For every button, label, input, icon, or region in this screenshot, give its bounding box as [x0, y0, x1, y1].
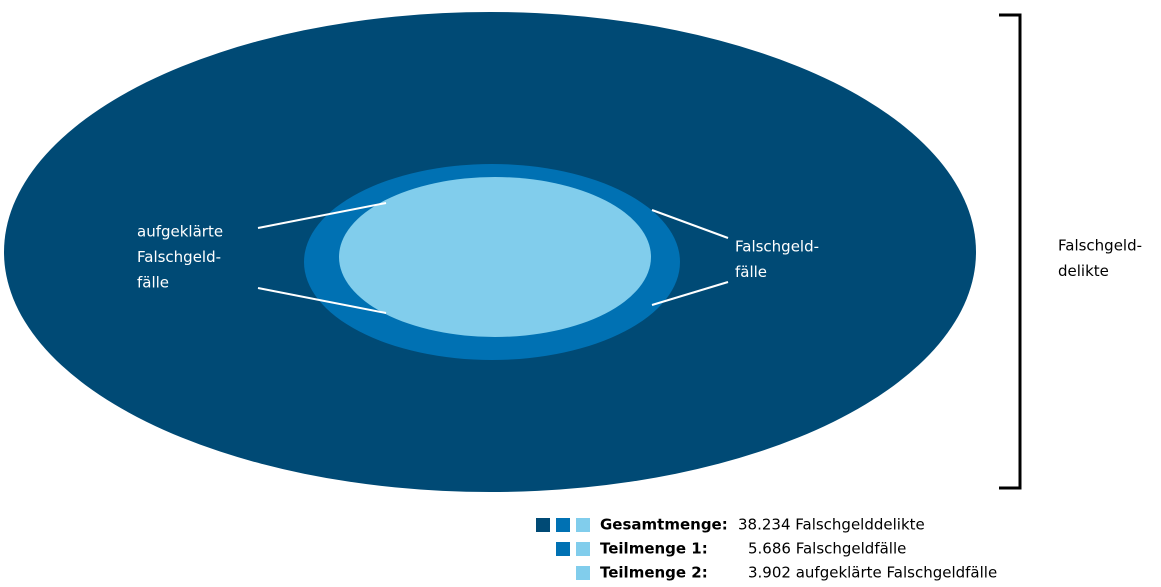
legend-swatch — [556, 542, 570, 556]
legend-swatch — [576, 518, 590, 532]
label-line: Falschgeld- — [735, 238, 819, 256]
legend-label: Teilmenge 2: — [600, 564, 708, 582]
legend-swatch — [536, 518, 550, 532]
legend-text: 3.902 aufgeklärte Falschgeldfälle — [748, 564, 997, 582]
legend-label: Teilmenge 1: — [600, 540, 708, 558]
label-line: fälle — [137, 274, 169, 292]
legend-label: Gesamtmenge: — [600, 516, 728, 534]
legend-text: 5.686 Falschgeldfälle — [748, 540, 906, 558]
label-line: Falschgeld- — [137, 248, 221, 266]
inner-ellipse — [339, 177, 651, 337]
legend-swatch — [576, 542, 590, 556]
legend-swatch — [576, 566, 590, 580]
bracket — [999, 13, 1022, 490]
legend-swatch — [556, 518, 570, 532]
label-line: aufgeklärte — [137, 223, 223, 241]
legend: Gesamtmenge: 38.234 Falschgelddelikte Teil… — [536, 516, 997, 582]
label-line: delikte — [1058, 262, 1109, 280]
leader-lines — [257, 202, 729, 314]
legend-text: 38.234 Falschgelddelikte — [738, 516, 925, 534]
labels: aufgeklärte Falschgeld-fälle Falschgeld-fä… — [137, 223, 1142, 292]
label-line: Falschgeld- — [1058, 237, 1142, 255]
label-line: fälle — [735, 263, 767, 281]
